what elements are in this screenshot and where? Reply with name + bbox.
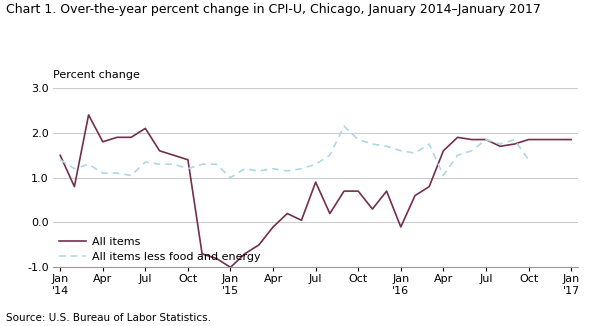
All items: [440, 149, 447, 153]
All items less food and energy: [170, 162, 177, 166]
All items: [85, 113, 92, 117]
All items: [425, 185, 432, 188]
All items less food and energy: [142, 160, 149, 164]
All items less food and energy: [241, 167, 248, 171]
All items less food and energy: [270, 167, 277, 171]
Line: All items less food and energy: All items less food and energy: [60, 126, 529, 178]
All items less food and energy: [411, 151, 418, 155]
All items less food and energy: [468, 149, 476, 153]
All items: [483, 138, 490, 141]
All items: [185, 158, 192, 162]
All items less food and energy: [511, 138, 518, 141]
All items less food and energy: [355, 138, 362, 141]
All items less food and energy: [227, 176, 234, 180]
All items less food and energy: [298, 167, 305, 171]
All items: [142, 126, 149, 130]
All items: [525, 138, 532, 141]
All items less food and energy: [312, 162, 319, 166]
All items less food and energy: [255, 169, 263, 173]
All items: [170, 153, 177, 157]
All items: [127, 135, 135, 139]
All items less food and energy: [85, 162, 92, 166]
All items less food and energy: [383, 144, 390, 148]
All items less food and energy: [71, 167, 78, 171]
All items less food and energy: [99, 171, 106, 175]
All items: [411, 194, 418, 198]
All items less food and energy: [57, 158, 64, 162]
All items less food and energy: [156, 162, 163, 166]
All items less food and energy: [525, 158, 532, 162]
All items: [284, 212, 291, 215]
All items: [355, 189, 362, 193]
All items: [568, 138, 575, 141]
All items less food and energy: [497, 142, 504, 146]
Text: Chart 1. Over-the-year percent change in CPI-U, Chicago, January 2014–January 20: Chart 1. Over-the-year percent change in…: [6, 3, 541, 16]
All items less food and energy: [213, 162, 220, 166]
All items: [383, 189, 390, 193]
All items less food and energy: [397, 149, 404, 153]
All items: [57, 153, 64, 157]
Legend: All items, All items less food and energy: All items, All items less food and energ…: [58, 237, 261, 262]
All items: [326, 212, 333, 215]
All items: [312, 180, 319, 184]
All items less food and energy: [483, 138, 490, 141]
All items: [199, 252, 206, 256]
All items: [553, 138, 560, 141]
Text: Percent change: Percent change: [53, 70, 140, 80]
All items less food and energy: [127, 173, 135, 177]
All items: [156, 149, 163, 153]
All items less food and energy: [113, 171, 120, 175]
All items less food and energy: [284, 169, 291, 173]
All items: [454, 135, 461, 139]
All items less food and energy: [326, 153, 333, 157]
All items: [113, 135, 120, 139]
All items less food and energy: [185, 167, 192, 171]
All items: [298, 218, 305, 222]
All items less food and energy: [454, 153, 461, 157]
All items: [397, 225, 404, 229]
Text: Source: U.S. Bureau of Labor Statistics.: Source: U.S. Bureau of Labor Statistics.: [6, 313, 211, 323]
All items: [71, 185, 78, 188]
All items: [340, 189, 348, 193]
All items less food and energy: [340, 124, 348, 128]
All items: [227, 265, 234, 269]
All items: [369, 207, 376, 211]
All items: [255, 243, 263, 247]
All items: [468, 138, 476, 141]
All items: [511, 142, 518, 146]
All items less food and energy: [369, 142, 376, 146]
All items less food and energy: [199, 162, 206, 166]
All items: [213, 256, 220, 260]
All items less food and energy: [440, 173, 447, 177]
All items: [99, 140, 106, 144]
All items: [539, 138, 546, 141]
All items: [241, 252, 248, 256]
All items less food and energy: [425, 142, 432, 146]
All items: [497, 144, 504, 148]
Line: All items: All items: [60, 115, 571, 267]
All items: [270, 225, 277, 229]
